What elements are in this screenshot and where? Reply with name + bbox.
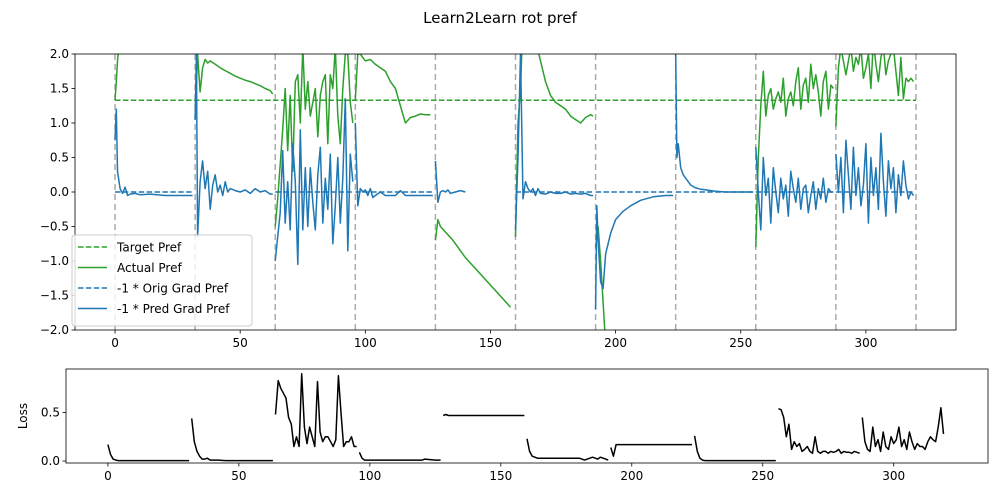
actual-pref-line [514,54,594,237]
y-tick-label: 2.0 [50,47,69,61]
pred-grad-pref-line [114,108,193,197]
loss-line [190,418,273,462]
top-axes-plot-area [114,54,917,330]
y-tick-label: −1.0 [40,254,69,268]
bottom-axes-frame [65,368,989,464]
y-tick-label: 0.5 [50,151,69,165]
pred-grad-pref-line [835,132,915,224]
x-tick-label: 200 [620,469,643,483]
bottom-axes-plot-area [107,373,945,462]
actual-pref-line [354,54,431,124]
pred-grad-pref-line [274,98,354,266]
legend-target-pref-label: Target Pref [116,241,182,255]
actual-pref-line [755,63,835,248]
loss-line [861,407,945,453]
pred-grad-pref-line [194,54,273,238]
y-tick-label: −0.5 [40,220,69,234]
pred-grad-pref-line [354,122,433,207]
x-tick-label: 100 [354,336,377,350]
y-tick-label: 1.0 [50,116,69,130]
legend-orig-grad-pref-label: -1 * Orig Grad Pref [117,282,229,296]
pred-grad-pref-line [594,194,674,310]
loss-line [610,443,692,457]
loss-line [526,438,609,461]
top-axes: 0 50 100 150 200 250 300 −2.0 −1.5 −1.0 −0.5 0.0 0.5… [40,47,957,350]
y-tick-label: 0.0 [41,454,60,468]
legend-box [71,234,253,327]
bottom-axes: 0 50 100 150 200 250 300 0.0 0.5 Loss [16,368,989,483]
y-tick-label: 0.0 [50,185,69,199]
actual-pref-line [434,218,512,308]
y-tick-label: 1.5 [50,82,69,96]
x-tick-label: 250 [751,469,774,483]
y-tick-label: −2.0 [40,323,69,337]
pred-grad-pref-line [434,160,466,204]
x-tick-label: 250 [729,336,752,350]
legend-actual-pref-label: Actual Pref [117,261,182,275]
x-tick-label: 0 [104,469,112,483]
loss-line [778,407,860,455]
x-tick-label: 100 [358,469,381,483]
figure-title: Learn2Learn rot pref [423,9,577,27]
loss-line [274,373,357,448]
pred-grad-pref-line [674,54,754,193]
loss-line [358,451,441,461]
actual-pref-line [194,54,274,120]
loss-line [442,413,525,417]
actual-pref-line [274,54,354,227]
x-tick-label: 300 [854,336,877,350]
legend-pred-grad-pref-label: -1 * Pred Grad Pref [117,302,230,316]
loss-line [107,444,190,462]
x-tick-label: 300 [882,469,905,483]
loss-line [693,435,776,462]
actual-pref-line [114,54,119,101]
pred-grad-pref-line [514,54,594,230]
x-tick-label: 0 [111,336,119,350]
x-tick-label: 150 [489,469,512,483]
x-tick-label: 50 [233,336,248,350]
x-tick-label: 200 [604,336,627,350]
pred-grad-pref-line [755,147,834,231]
x-tick-label: 50 [231,469,246,483]
y-tick-label: 0.5 [41,406,60,420]
x-tick-label: 150 [479,336,502,350]
legend: Target Pref Actual Pref -1 * Orig Grad Pre… [71,234,253,327]
y-tick-label: −1.5 [40,289,69,303]
y-axis-label: Loss [16,403,30,429]
actual-pref-line [835,54,915,127]
